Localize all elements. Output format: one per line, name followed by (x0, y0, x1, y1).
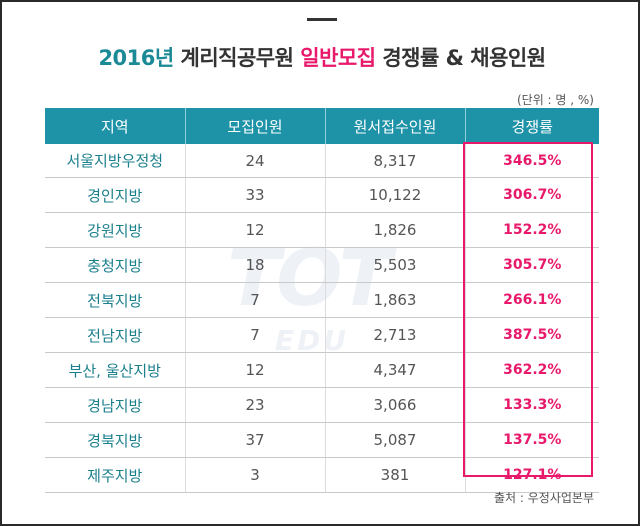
cell-recruits: 23 (184, 387, 325, 423)
cell-rate: 127.1% (464, 457, 599, 493)
table-row: 경남지방 23 3,066 133.3% (45, 387, 599, 423)
cell-recruits: 33 (184, 177, 325, 213)
cell-rate: 133.3% (464, 387, 599, 423)
cell-applicants: 2,713 (324, 317, 465, 353)
table-row: 전북지방 7 1,863 266.1% (45, 282, 599, 318)
title-decoration-bar (307, 18, 337, 21)
title-accent: 일반모집 (300, 46, 376, 70)
cell-rate: 152.2% (464, 212, 599, 248)
header-region: 지역 (45, 108, 185, 144)
table-row: 강원지방 12 1,826 152.2% (45, 212, 599, 248)
cell-region: 경인지방 (45, 177, 185, 213)
cell-applicants: 1,863 (324, 282, 465, 318)
cell-rate: 387.5% (464, 317, 599, 353)
table-row: 전남지방 7 2,713 387.5% (45, 317, 599, 353)
cell-applicants: 10,122 (324, 177, 465, 213)
cell-rate: 137.5% (464, 422, 599, 458)
table-row: 경북지방 37 5,087 137.5% (45, 422, 599, 458)
cell-applicants: 5,087 (324, 422, 465, 458)
cell-rate: 306.7% (464, 177, 599, 213)
cell-region: 부산, 울산지방 (45, 352, 185, 388)
title-part-2: 경쟁률 & 채용인원 (375, 46, 546, 70)
cell-applicants: 5,503 (324, 247, 465, 283)
cell-recruits: 12 (184, 212, 325, 248)
table-row: 부산, 울산지방 12 4,347 362.2% (45, 352, 599, 388)
cell-recruits: 7 (184, 317, 325, 353)
cell-applicants: 1,826 (324, 212, 465, 248)
competition-table: 지역 모집인원 원서접수인원 경쟁률 서울지방우정청 24 8,317 346.… (45, 108, 599, 493)
cell-recruits: 7 (184, 282, 325, 318)
cell-applicants: 381 (324, 457, 465, 493)
header-rate: 경쟁률 (464, 108, 599, 144)
header-applicants: 원서접수인원 (324, 108, 465, 144)
cell-region: 충청지방 (45, 247, 185, 283)
table-row: 제주지방 3 381 127.1% (45, 457, 599, 493)
title-part-1: 계리직공무원 (173, 46, 301, 70)
title-year: 2016년 (98, 46, 174, 70)
source-note: 출처 : 우정사업본부 (494, 491, 594, 505)
cell-rate: 266.1% (464, 282, 599, 318)
cell-region: 경남지방 (45, 387, 185, 423)
cell-recruits: 3 (184, 457, 325, 493)
cell-rate: 305.7% (464, 247, 599, 283)
cell-applicants: 4,347 (324, 352, 465, 388)
cell-applicants: 3,066 (324, 387, 465, 423)
page-title: 2016년 계리직공무원 일반모집 경쟁률 & 채용인원 (2, 42, 640, 72)
cell-region: 전남지방 (45, 317, 185, 353)
table-row: 서울지방우정청 24 8,317 346.5% (45, 144, 599, 178)
table-header-row: 지역 모집인원 원서접수인원 경쟁률 (45, 108, 599, 144)
cell-recruits: 37 (184, 422, 325, 458)
cell-recruits: 12 (184, 352, 325, 388)
cell-region: 제주지방 (45, 457, 185, 493)
cell-recruits: 18 (184, 247, 325, 283)
table-row: 충청지방 18 5,503 305.7% (45, 247, 599, 283)
cell-rate: 362.2% (464, 352, 599, 388)
cell-region: 전북지방 (45, 282, 185, 318)
cell-region: 강원지방 (45, 212, 185, 248)
cell-applicants: 8,317 (324, 144, 465, 178)
cell-rate: 346.5% (464, 144, 599, 178)
cell-region: 경북지방 (45, 422, 185, 458)
cell-region: 서울지방우정청 (45, 144, 185, 178)
header-recruits: 모집인원 (184, 108, 325, 144)
cell-recruits: 24 (184, 144, 325, 178)
unit-note: (단위 : 명 , %) (516, 93, 594, 107)
table-row: 경인지방 33 10,122 306.7% (45, 177, 599, 213)
